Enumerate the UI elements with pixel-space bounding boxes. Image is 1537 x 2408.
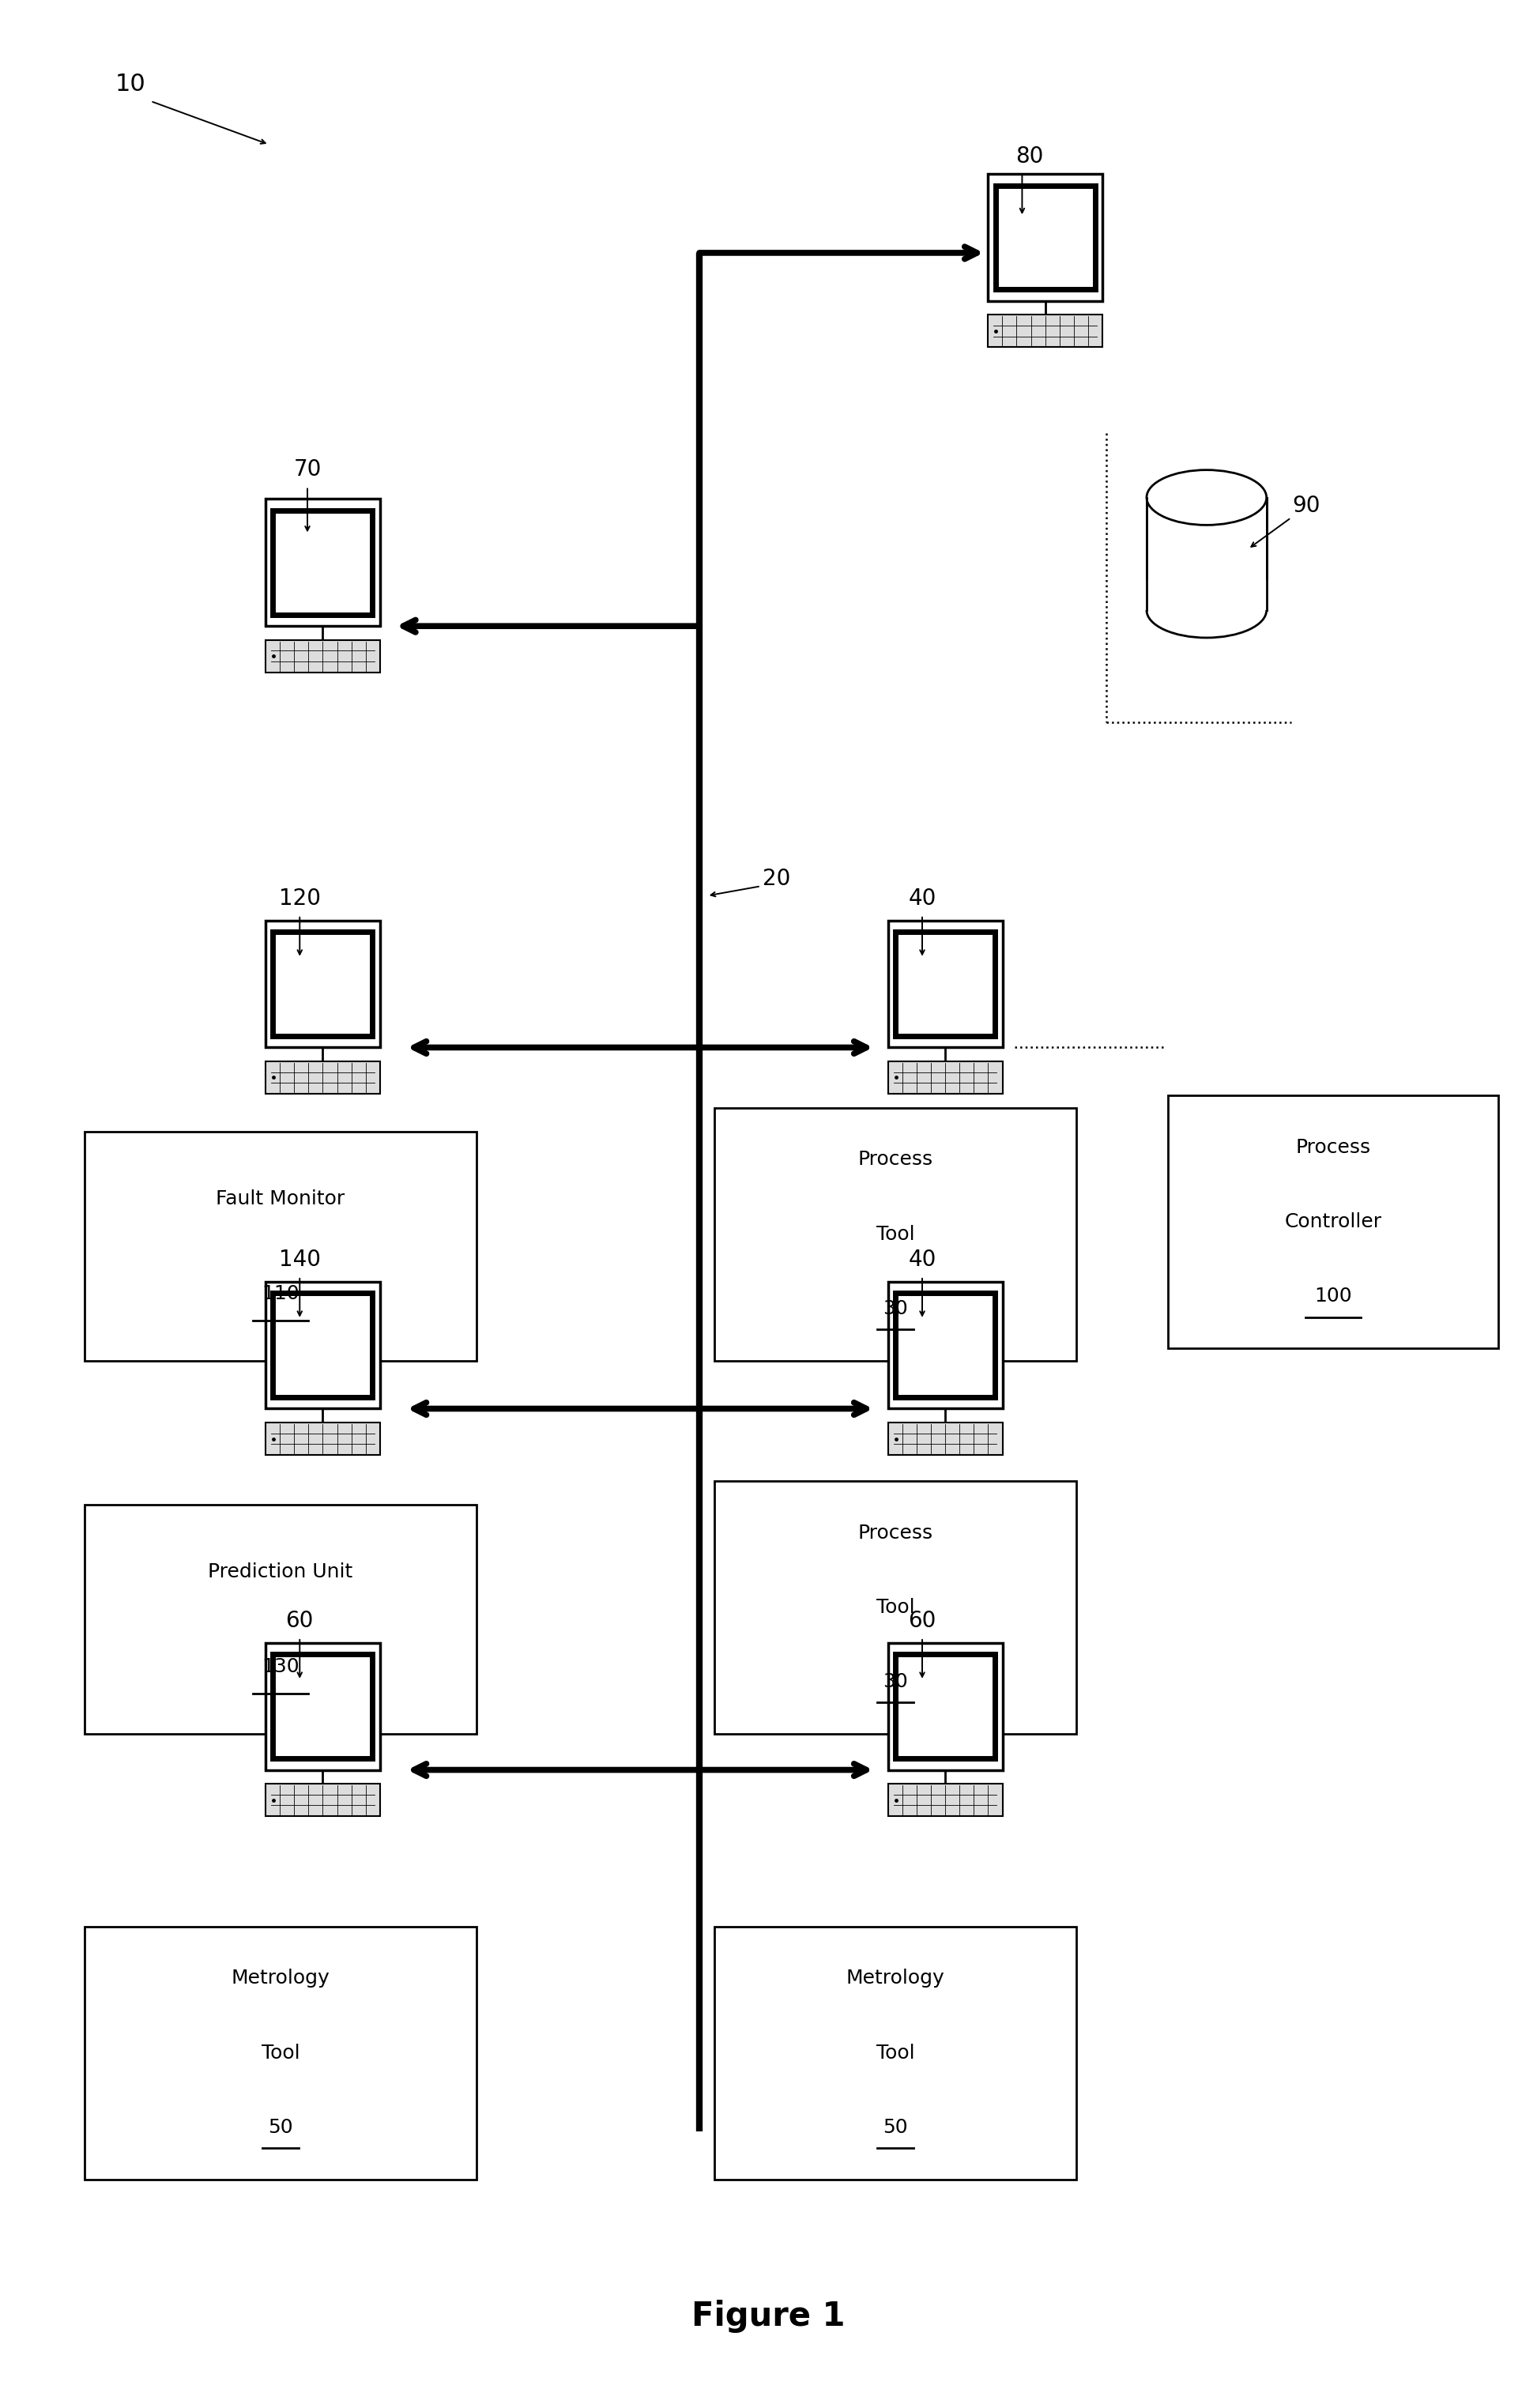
Text: Process: Process (858, 1151, 933, 1170)
FancyBboxPatch shape (988, 315, 1102, 347)
FancyBboxPatch shape (274, 932, 372, 1035)
Ellipse shape (1147, 583, 1266, 638)
Text: Controller: Controller (1285, 1214, 1382, 1230)
Text: 70: 70 (294, 458, 321, 482)
Text: Process: Process (858, 1524, 933, 1544)
FancyBboxPatch shape (266, 1281, 380, 1409)
Text: 80: 80 (1016, 144, 1044, 169)
FancyBboxPatch shape (888, 1281, 1002, 1409)
FancyBboxPatch shape (266, 1642, 380, 1770)
FancyBboxPatch shape (896, 932, 994, 1035)
FancyBboxPatch shape (1147, 498, 1266, 609)
Text: Prediction Unit: Prediction Unit (207, 1563, 354, 1582)
Text: Fault Monitor: Fault Monitor (217, 1190, 344, 1209)
FancyBboxPatch shape (888, 1642, 1002, 1770)
Text: Process: Process (1296, 1139, 1371, 1158)
FancyBboxPatch shape (896, 1293, 994, 1397)
FancyBboxPatch shape (85, 1505, 476, 1734)
FancyBboxPatch shape (1144, 580, 1270, 609)
Text: Metrology: Metrology (845, 1970, 945, 1989)
Text: 60: 60 (286, 1609, 314, 1633)
FancyBboxPatch shape (888, 1423, 1002, 1454)
FancyBboxPatch shape (988, 173, 1102, 301)
FancyBboxPatch shape (274, 510, 372, 614)
FancyBboxPatch shape (266, 498, 380, 626)
FancyBboxPatch shape (888, 1062, 1002, 1093)
Text: 60: 60 (908, 1609, 936, 1633)
FancyBboxPatch shape (274, 1654, 372, 1758)
Text: 30: 30 (882, 1298, 908, 1317)
FancyBboxPatch shape (266, 1423, 380, 1454)
Ellipse shape (1147, 470, 1266, 525)
Text: 50: 50 (267, 2117, 294, 2136)
Text: 20: 20 (762, 867, 790, 891)
Text: 30: 30 (882, 1671, 908, 1690)
FancyBboxPatch shape (85, 1132, 476, 1361)
Text: 40: 40 (908, 1247, 936, 1271)
FancyBboxPatch shape (715, 1481, 1076, 1734)
Text: 50: 50 (882, 2117, 908, 2136)
Text: 130: 130 (261, 1657, 300, 1676)
Text: Tool: Tool (876, 1599, 915, 1616)
FancyBboxPatch shape (266, 1062, 380, 1093)
FancyBboxPatch shape (896, 1654, 994, 1758)
Text: Metrology: Metrology (231, 1970, 330, 1989)
Text: 140: 140 (278, 1247, 321, 1271)
FancyBboxPatch shape (996, 185, 1094, 289)
FancyBboxPatch shape (715, 1108, 1076, 1361)
FancyBboxPatch shape (1168, 1096, 1499, 1348)
FancyBboxPatch shape (85, 1926, 476, 2179)
Text: 10: 10 (115, 72, 146, 96)
FancyBboxPatch shape (274, 1293, 372, 1397)
Text: 120: 120 (278, 886, 321, 910)
FancyBboxPatch shape (266, 920, 380, 1047)
FancyBboxPatch shape (715, 1926, 1076, 2179)
FancyBboxPatch shape (266, 1784, 380, 1816)
Text: 100: 100 (1314, 1286, 1353, 1305)
Text: Tool: Tool (876, 1226, 915, 1243)
Text: 110: 110 (261, 1283, 300, 1303)
FancyBboxPatch shape (266, 641, 380, 672)
Text: Tool: Tool (876, 2044, 915, 2061)
FancyBboxPatch shape (888, 1784, 1002, 1816)
Text: Tool: Tool (261, 2044, 300, 2061)
Text: Figure 1: Figure 1 (692, 2300, 845, 2333)
FancyBboxPatch shape (888, 920, 1002, 1047)
Text: 90: 90 (1293, 494, 1320, 518)
Text: 40: 40 (908, 886, 936, 910)
